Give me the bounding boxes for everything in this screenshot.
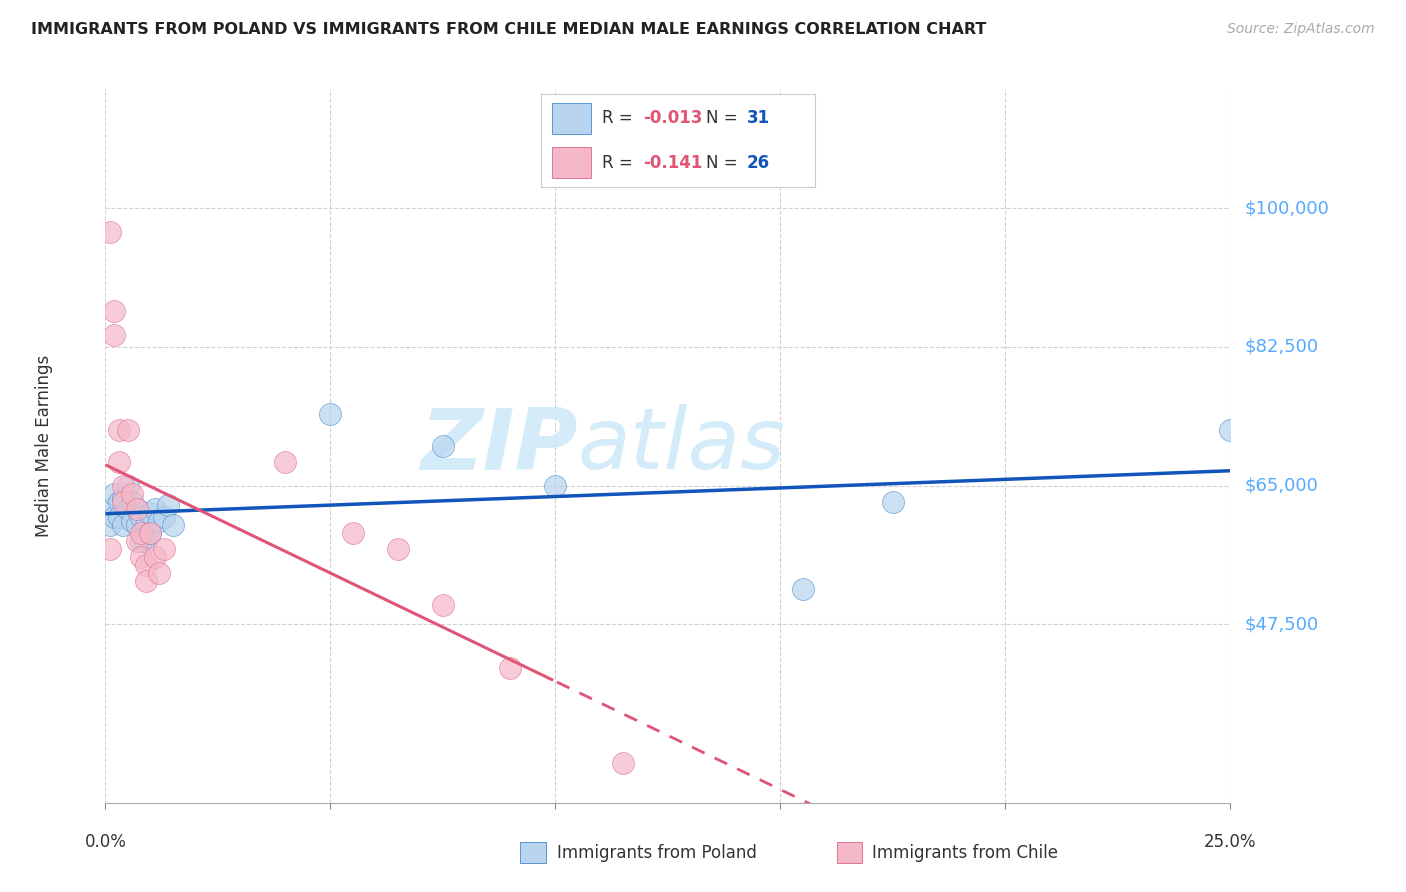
Point (162, 518, 184, 533)
Point (139, 526, 162, 541)
Text: 26: 26 (747, 153, 770, 171)
Point (125, 534, 148, 549)
Point (153, 542, 176, 557)
Point (131, 534, 153, 549)
Point (139, 507, 162, 521)
Text: $100,000: $100,000 (1244, 199, 1329, 217)
Text: ZIP: ZIP (420, 404, 578, 488)
Text: $65,000: $65,000 (1244, 476, 1317, 495)
Text: atlas: atlas (578, 404, 786, 488)
Bar (553, 147, 591, 178)
Text: IMMIGRANTS FROM POLAND VS IMMIGRANTS FROM CHILE MEDIAN MALE EARNINGS CORRELATION: IMMIGRANTS FROM POLAND VS IMMIGRANTS FRO… (31, 22, 986, 37)
Point (131, 549, 153, 564)
Point (98, 542, 121, 557)
Point (98, 518, 121, 533)
Point (112, 491, 135, 505)
Point (112, 494, 135, 508)
Text: -0.013: -0.013 (643, 110, 702, 128)
Point (121, 514, 143, 528)
Point (108, 494, 131, 508)
Point (274, 455, 297, 469)
Point (103, 510, 125, 524)
Bar (553, 103, 591, 134)
Point (121, 494, 143, 508)
Point (387, 542, 409, 557)
Text: Immigrants from Poland: Immigrants from Poland (557, 844, 756, 862)
Point (148, 514, 170, 528)
Text: R =: R = (602, 110, 638, 128)
Text: Median Male Earnings: Median Male Earnings (35, 355, 52, 537)
Text: Immigrants from Chile: Immigrants from Chile (872, 844, 1057, 862)
Point (125, 518, 148, 533)
Point (135, 518, 157, 533)
Point (98, 502, 121, 516)
Point (121, 486, 143, 500)
Text: 31: 31 (747, 110, 770, 128)
Text: N =: N = (706, 110, 742, 128)
Point (612, 756, 634, 771)
Point (499, 661, 522, 675)
Point (108, 455, 131, 469)
Point (112, 478, 135, 492)
Text: Source: ZipAtlas.com: Source: ZipAtlas.com (1227, 22, 1375, 37)
Point (131, 526, 153, 541)
Point (108, 510, 131, 524)
Point (882, 494, 904, 508)
Text: -0.141: -0.141 (643, 153, 702, 171)
Point (103, 304, 125, 318)
Point (131, 510, 153, 524)
Text: 25.0%: 25.0% (1204, 833, 1257, 851)
Point (112, 518, 135, 533)
Point (157, 499, 180, 513)
Point (135, 574, 157, 588)
Point (432, 439, 454, 453)
Point (153, 510, 176, 524)
Point (117, 478, 139, 492)
Point (103, 486, 125, 500)
Point (1219, 423, 1241, 437)
Text: $82,500: $82,500 (1244, 338, 1319, 356)
Point (143, 502, 166, 516)
Point (117, 502, 139, 516)
Point (139, 526, 162, 541)
Point (103, 328, 125, 343)
Point (135, 534, 157, 549)
Point (432, 598, 454, 612)
Text: R =: R = (602, 153, 638, 171)
Point (342, 526, 364, 541)
Point (148, 566, 170, 580)
Point (117, 423, 139, 437)
Text: $47,500: $47,500 (1244, 615, 1319, 633)
Point (792, 582, 814, 596)
Point (125, 502, 148, 516)
Point (98, 225, 121, 239)
Point (135, 558, 157, 572)
Point (319, 407, 342, 421)
Point (125, 502, 148, 516)
Text: N =: N = (706, 153, 742, 171)
Point (143, 549, 166, 564)
Point (544, 478, 567, 492)
Text: 0.0%: 0.0% (84, 833, 127, 851)
Point (108, 423, 131, 437)
